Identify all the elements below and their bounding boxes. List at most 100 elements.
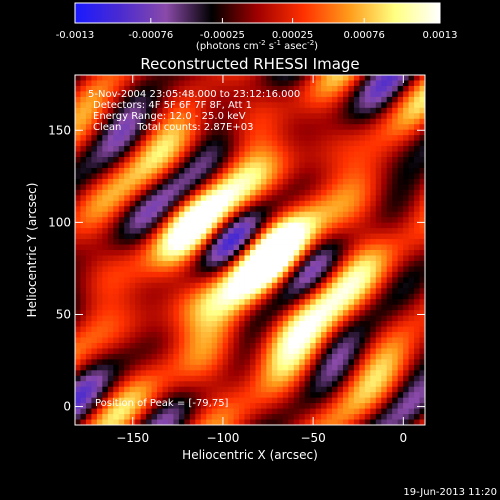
heatmap-cell: [167, 91, 174, 98]
heatmap-cell: [392, 140, 399, 147]
heatmap-cell: [113, 118, 120, 125]
heatmap-cell: [250, 310, 256, 317]
heatmap-cell: [271, 392, 278, 399]
heatmap-cell: [348, 102, 355, 109]
heatmap-cell: [75, 239, 81, 245]
heatmap-cell: [118, 386, 125, 393]
heatmap-cell: [348, 348, 355, 355]
heatmap-cell: [222, 353, 229, 360]
heatmap-cell: [397, 353, 404, 360]
heatmap-cell: [102, 353, 109, 360]
heatmap-cell: [85, 211, 92, 218]
heatmap-cell: [85, 244, 92, 251]
heatmap-cell: [386, 200, 393, 207]
heatmap-cell: [124, 102, 131, 109]
heatmap-cell: [299, 151, 306, 158]
heatmap-cell: [403, 157, 409, 163]
heatmap-cell: [173, 408, 180, 415]
heatmap-cell: [359, 353, 366, 360]
heatmap-cell: [178, 118, 185, 125]
heatmap-cell: [260, 310, 267, 317]
heatmap-cell: [129, 200, 136, 207]
heatmap-cell: [370, 80, 377, 87]
heatmap-cell: [96, 310, 103, 317]
heatmap-cell: [244, 162, 251, 169]
heatmap-cell: [96, 375, 103, 382]
heatmap-cell: [386, 321, 393, 327]
heatmap-cell: [102, 211, 109, 218]
heatmap-cell: [310, 255, 317, 262]
heatmap-cell: [244, 397, 251, 404]
heatmap-cell: [299, 408, 306, 415]
heatmap-cell: [260, 381, 267, 388]
heatmap-cell: [233, 392, 240, 399]
heatmap-cell: [228, 370, 234, 377]
heatmap-cell: [271, 157, 278, 163]
heatmap-cell: [342, 80, 349, 87]
heatmap-cell: [392, 397, 399, 404]
heatmap-cell: [178, 195, 185, 202]
heatmap-cell: [419, 157, 425, 163]
heatmap-cell: [403, 266, 409, 273]
heatmap-cell: [419, 414, 425, 420]
heatmap-cell: [107, 250, 114, 256]
heatmap-cell: [140, 304, 147, 311]
heatmap-cell: [167, 408, 174, 415]
heatmap-cell: [326, 75, 333, 81]
heatmap-cell: [392, 288, 399, 295]
heatmap-cell: [271, 102, 278, 109]
heatmap-cell: [217, 91, 224, 98]
heatmap-cell: [414, 162, 420, 169]
heatmap-cell: [206, 167, 213, 174]
heatmap-cell: [271, 370, 278, 377]
heatmap-cell: [277, 364, 284, 371]
heatmap-cell: [359, 151, 366, 158]
heatmap-cell: [239, 288, 245, 295]
heatmap-cell: [85, 342, 92, 349]
heatmap-cell: [277, 102, 284, 109]
heatmap-cell: [299, 353, 306, 360]
heatmap-cell: [304, 353, 311, 360]
heatmap-cell: [151, 386, 158, 393]
heatmap-cell: [244, 337, 251, 344]
heatmap-cell: [85, 304, 92, 311]
heatmap-cell: [348, 140, 355, 147]
heatmap-cell: [91, 151, 98, 158]
heatmap-cell: [184, 195, 191, 202]
heatmap-cell: [304, 244, 311, 251]
heatmap-cell: [304, 386, 311, 393]
heatmap-cell: [239, 200, 245, 207]
heatmap-cell: [293, 167, 300, 174]
heatmap-cell: [140, 299, 147, 306]
heatmap-cell: [195, 151, 202, 158]
heatmap-cell: [370, 337, 377, 344]
heatmap-cell: [375, 189, 382, 196]
heatmap-cell: [124, 348, 131, 355]
heatmap-cell: [332, 364, 338, 371]
heatmap-cell: [370, 348, 377, 355]
heatmap-cell: [342, 266, 349, 273]
heatmap-cell: [282, 392, 289, 399]
heatmap-cell: [173, 332, 180, 338]
heatmap-cell: [102, 96, 109, 103]
heatmap-cell: [140, 96, 147, 103]
heatmap-cell: [392, 392, 399, 399]
heatmap-cell: [233, 118, 240, 125]
heatmap-cell: [337, 146, 344, 152]
heatmap-cell: [178, 359, 185, 366]
heatmap-cell: [375, 167, 382, 174]
heatmap-cell: [157, 408, 163, 415]
heatmap-cell: [244, 91, 251, 98]
heatmap-cell: [124, 397, 131, 404]
heatmap-cell: [364, 151, 371, 158]
heatmap-cell: [140, 315, 147, 322]
heatmap-cell: [80, 364, 87, 371]
heatmap-cell: [282, 342, 289, 349]
heatmap-cell: [370, 75, 377, 81]
heatmap-cell: [315, 189, 322, 196]
heatmap-cell: [124, 157, 131, 163]
heatmap-cell: [359, 288, 366, 295]
heatmap-cell: [211, 359, 218, 366]
heatmap-cell: [184, 96, 191, 103]
heatmap-cell: [96, 162, 103, 169]
